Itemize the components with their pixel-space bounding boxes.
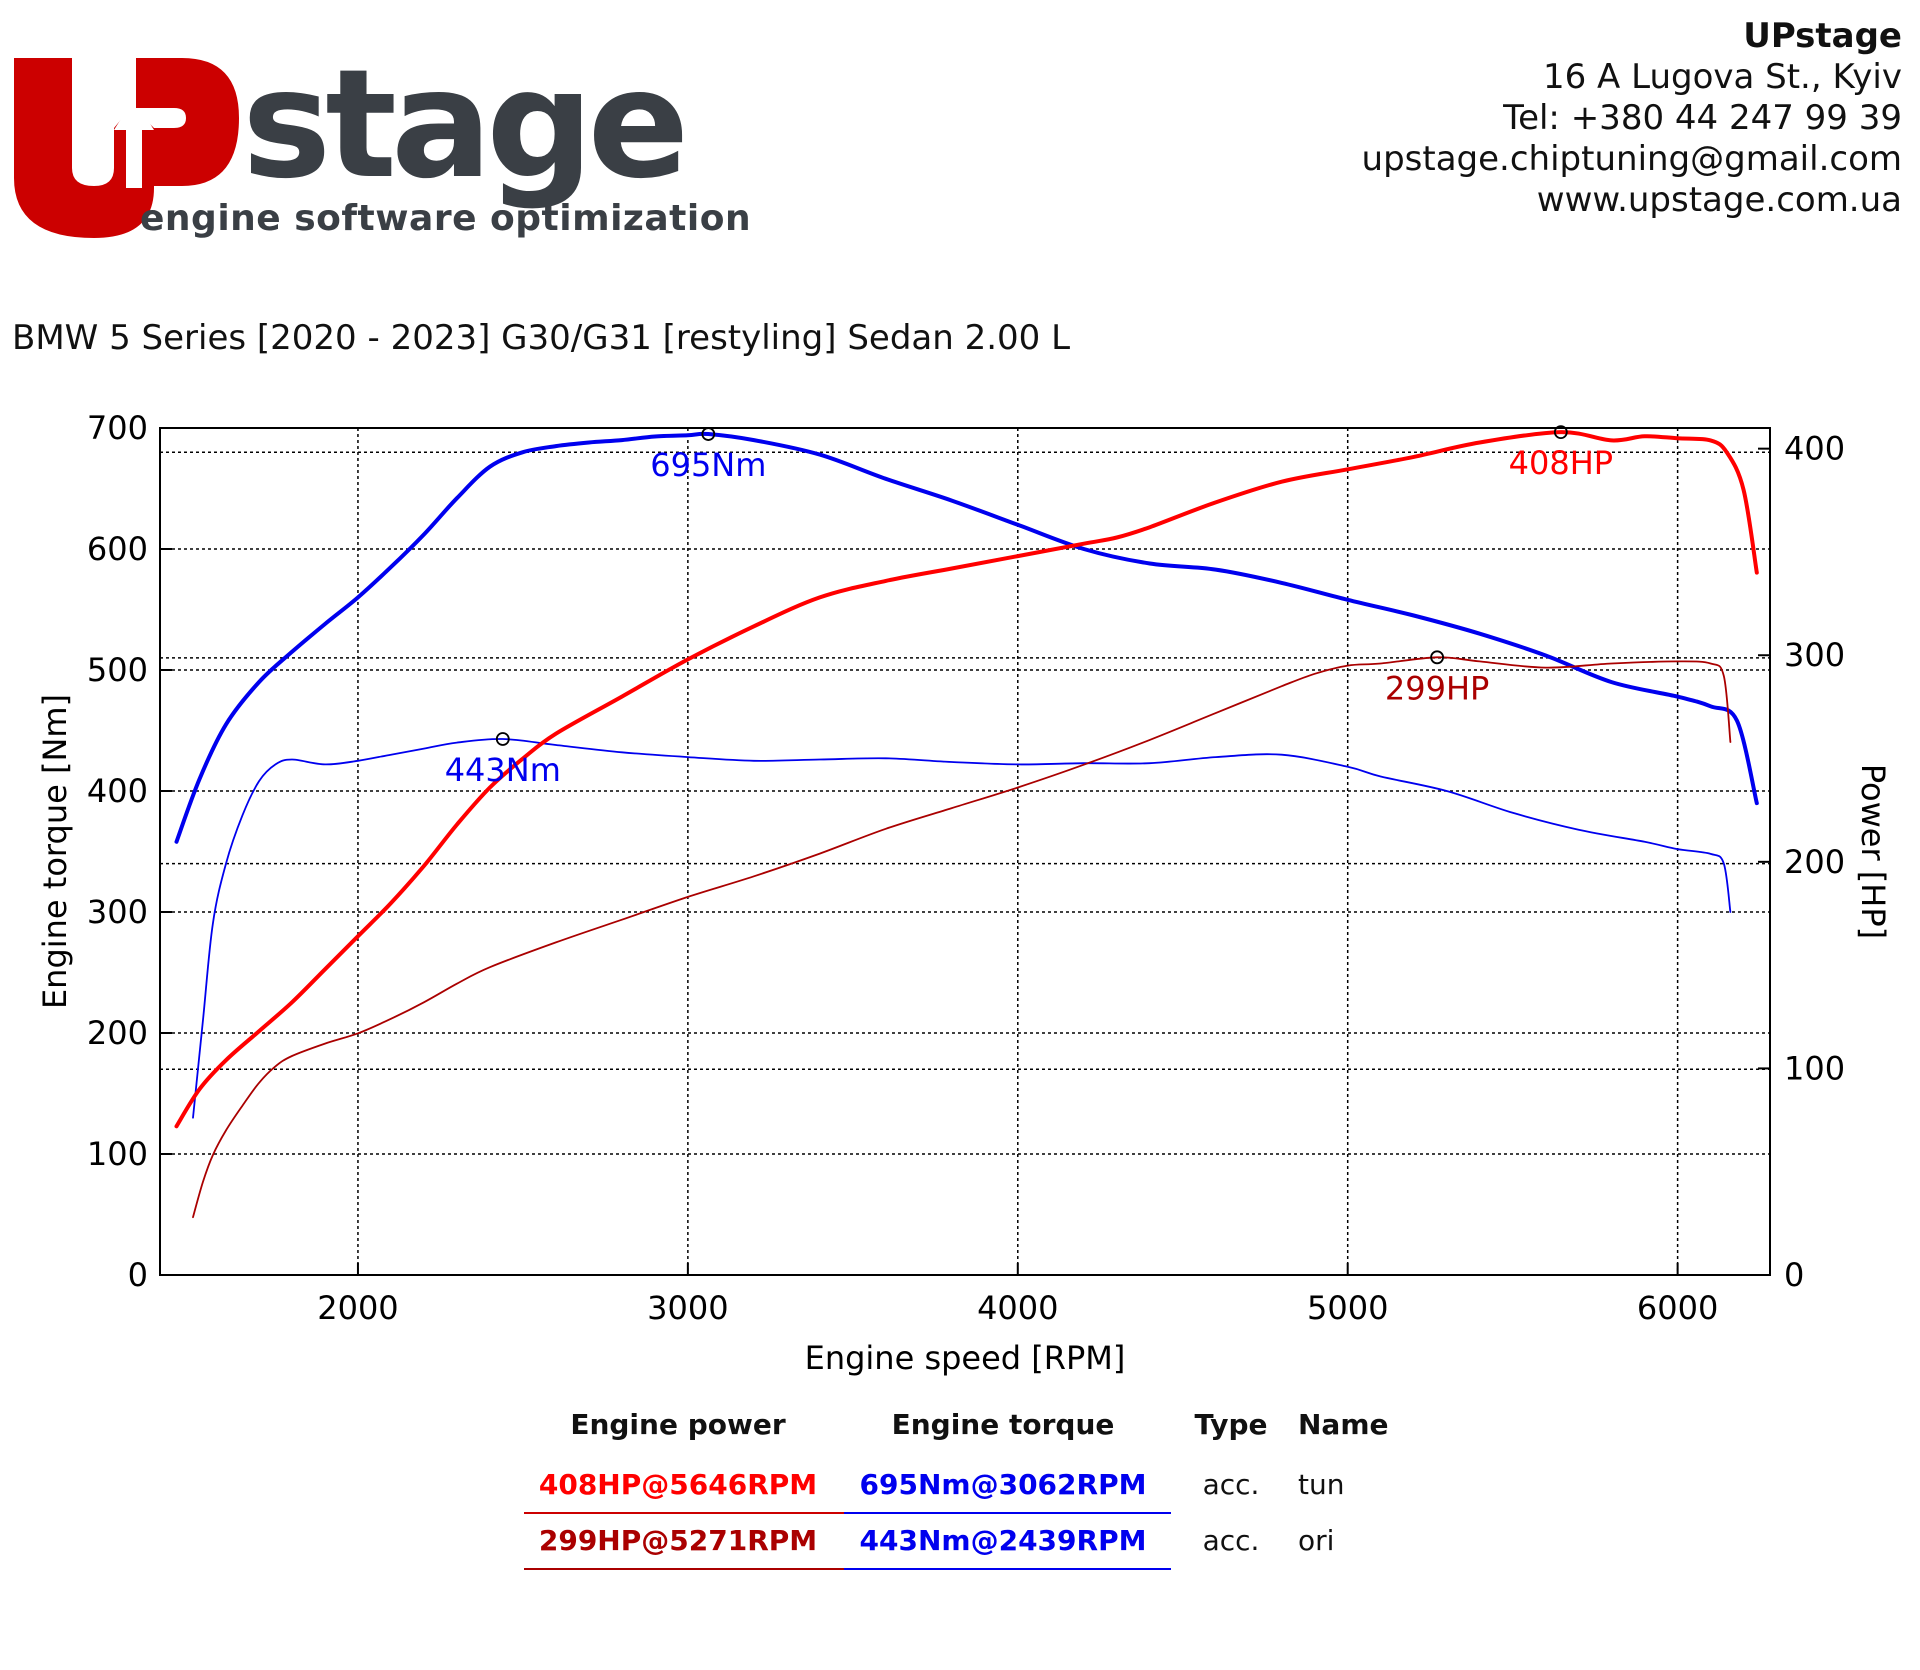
peak-marker [1553,425,1568,440]
header-engine-torque: Engine torque [891,1408,1115,1441]
series-layer [174,430,1759,1219]
y-axis-left-label: Engine torque [Nm] [36,694,74,1009]
logo-stage-text: stage [242,58,683,212]
row-type: acc. [1202,1524,1260,1557]
peak-marker [1430,650,1445,665]
results-header-row: Engine power Engine torque Type Name [518,1408,1418,1468]
y-left-tick-label: 400 [87,772,148,810]
series-line-tun-power [174,430,1759,1129]
y-left-tick-label: 300 [87,893,148,931]
row-type: acc. [1202,1468,1260,1501]
company-contact-block: UPstage 16 A Lugova St., Kyiv Tel: +380 … [1362,16,1902,221]
company-address: 16 A Lugova St., Kyiv [1542,57,1902,97]
row-torque-underline [844,1512,1171,1514]
peak-layer: 695Nm 443Nm 408HP 299HP [445,425,1613,789]
row-torque-underline [844,1568,1171,1570]
series-line-ori-power [192,656,1732,1219]
y-left-tick-label: 600 [87,530,148,568]
x-tick-label: 5000 [1307,1289,1388,1327]
y-right-tick-label: 200 [1784,843,1845,881]
row-torque-value: 695Nm@3062RPM [859,1468,1147,1501]
y-right-tick-label: 0 [1784,1256,1804,1294]
logo-p-shape [136,58,239,186]
y-left-tick-label: 700 [87,409,148,447]
row-power-value: 299HP@5271RPM [538,1524,818,1557]
plot-frame [159,427,1771,1276]
peak-label: 443Nm [445,751,561,789]
logo-tagline: engine software optimization [140,198,752,239]
x-tick-label: 6000 [1637,1289,1718,1327]
company-phone: Tel: +380 44 247 99 39 [1503,98,1902,138]
results-table: Engine power Engine torque Type Name 408… [518,1408,1418,1580]
y-left-tick-label: 500 [87,651,148,689]
company-email: upstage.chiptuning@gmail.com [1361,139,1902,179]
logo-arrow-icon [114,98,154,188]
company-website: www.upstage.com.ua [1536,180,1902,220]
y-right-tick-label: 400 [1784,430,1845,468]
x-axis-label: Engine speed [RPM] [805,1339,1126,1377]
x-tick-label: 3000 [647,1289,728,1327]
row-power-underline [524,1568,844,1570]
upstage-logo: stage [14,58,689,238]
header-type: Type [1194,1408,1268,1441]
company-name: UPstage [1743,16,1902,56]
row-power-value: 408HP@5646RPM [538,1468,818,1501]
y-left-tick-label: 200 [87,1014,148,1052]
x-tick-label: 4000 [977,1289,1058,1327]
y-axis-right-label: Power [HP] [1854,764,1892,939]
y-right-tick-label: 100 [1784,1049,1845,1087]
row-torque-value: 443Nm@2439RPM [859,1524,1147,1557]
header-engine-power: Engine power [570,1408,786,1441]
x-tick-label: 2000 [317,1289,398,1327]
results-row-tun: 408HP@5646RPM 695Nm@3062RPM acc. tun [518,1468,1418,1524]
y-left-tick-label: 100 [87,1135,148,1173]
peak-marker [495,732,510,746]
y-right-tick-label: 300 [1784,636,1845,674]
header-name: Name [1298,1408,1389,1441]
y-left-tick-label: 0 [128,1256,148,1294]
grid-layer [160,427,1770,1275]
series-line-tun-torque [174,431,1759,844]
logo-u-shape [14,58,154,238]
peak-label: 695Nm [650,446,766,484]
peak-label: 299HP [1385,669,1489,707]
row-name: ori [1298,1524,1335,1557]
results-row-ori: 299HP@5271RPM 443Nm@2439RPM acc. ori [518,1524,1418,1580]
vehicle-title: BMW 5 Series [2020 - 2023] G30/G31 [rest… [12,318,1071,358]
peak-label: 408HP [1509,444,1613,482]
row-power-underline [524,1512,844,1514]
series-line-ori-torque [192,738,1732,1119]
row-name: tun [1298,1468,1345,1501]
axis-layer: 2000 3000 4000 5000 600001002003004005006007… [87,409,1845,1327]
